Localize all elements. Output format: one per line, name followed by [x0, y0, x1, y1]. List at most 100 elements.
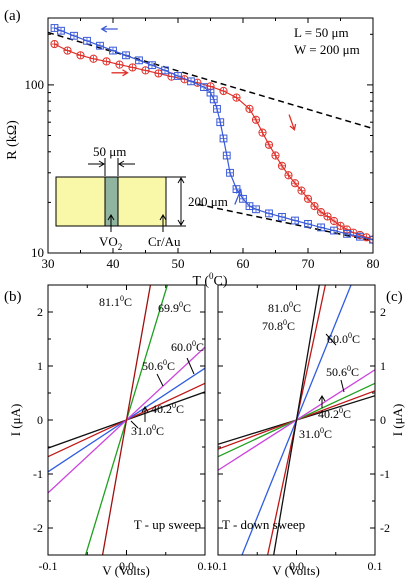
inset-right-pad: [117, 176, 167, 227]
x-tick-label: 30: [42, 256, 55, 271]
length-dimension-arrows: [88, 160, 135, 168]
resistance-point: [304, 219, 312, 228]
label-b-31.0: 31.00C: [131, 423, 164, 438]
label-b-40.2: 40.20C: [151, 401, 184, 416]
x-tick-label: 40: [107, 256, 120, 271]
resistance-point: [291, 216, 299, 225]
iv-series-line-7: [273, 285, 320, 555]
panel-a-xlabel: T (0C): [193, 271, 228, 289]
inset-label-crau: Cr/Au: [148, 234, 181, 249]
resistance-point: [216, 118, 225, 127]
resistance-point: [264, 140, 274, 149]
label-b-81.1: 81.10C: [99, 294, 132, 309]
resistance-point: [50, 24, 59, 32]
resistance-point: [57, 26, 65, 35]
inset-left-pad: [55, 176, 106, 227]
resistance-point: [297, 186, 306, 195]
resistance-point: [336, 221, 345, 230]
resistance-point: [122, 51, 130, 60]
resistance-point: [128, 63, 137, 72]
resistance-point: [245, 104, 254, 113]
resistance-point: [271, 151, 280, 160]
resistance-point: [222, 151, 231, 160]
resistance-point: [343, 229, 351, 238]
panel-a-label: (a): [4, 8, 21, 24]
resistance-point: [96, 41, 104, 50]
resistance-point: [187, 77, 195, 86]
label-b-69.9: 69.90C: [158, 300, 191, 315]
inset-label-width: 200 μm: [188, 194, 228, 209]
inset-label-vo2: VO2: [99, 234, 122, 252]
resistance-point: [148, 61, 156, 70]
panel-b-xlabel: V (Volts): [102, 563, 150, 578]
resistance-point: [219, 86, 228, 96]
panel-c-sweep-note: T - down sweep: [222, 517, 305, 532]
y-tick-label: 0: [37, 413, 43, 427]
inset-label-length: 50 μm: [93, 144, 126, 159]
panel-c-label: (c): [386, 289, 403, 305]
reference-line-1: [48, 31, 373, 130]
resistance-point: [135, 56, 143, 65]
sweep-arrow-down: [288, 114, 297, 131]
sweep-arrow-up: [234, 188, 243, 205]
resistance-point: [76, 51, 85, 60]
sweep-arrow-left: [100, 25, 118, 33]
resistance-point: [239, 194, 247, 203]
resistance-point: [232, 93, 241, 102]
y-tick-label: -2: [33, 521, 43, 535]
resistance-point: [277, 161, 287, 170]
label-b-50.6: 50.60C: [142, 358, 175, 373]
inset-device-schematic: 50 μm 200 μm VO2 Cr/Au: [55, 144, 228, 252]
y-tick-label: 1: [37, 359, 43, 373]
panel-c-ylabel: I (μA): [390, 404, 405, 437]
y-tick-label: -1: [380, 467, 390, 481]
resistance-point: [330, 226, 338, 235]
resistance-point: [252, 205, 260, 214]
panel-c-xlabel: V (Volts): [272, 563, 320, 578]
x-tick-label: 50: [172, 256, 185, 271]
resistance-point: [102, 57, 111, 66]
resistance-point: [83, 36, 91, 45]
resistance-point: [226, 168, 234, 177]
resistance-point: [89, 54, 98, 63]
resistance-point: [303, 194, 313, 203]
resistance-point: [310, 202, 319, 211]
y-tick-label: 0: [380, 413, 386, 427]
x-tick-label: 0.0: [119, 559, 134, 573]
label-c-50.6: 50.60C: [326, 364, 359, 379]
resistance-point: [141, 66, 150, 75]
resistance-point: [251, 115, 261, 124]
resistance-point: [154, 69, 163, 78]
resistance-point: [213, 104, 221, 113]
resistance-point: [219, 134, 228, 143]
resistance-point: [278, 212, 286, 221]
resistance-point: [369, 235, 373, 244]
vo2-pointer-arrow: [107, 214, 115, 232]
y-tick-label: 100: [25, 77, 45, 92]
y-tick-label: -1: [33, 467, 43, 481]
resistance-point: [323, 212, 332, 221]
label-c-31.0: 31.00C: [299, 426, 332, 441]
x-tick-label: 0.1: [368, 559, 383, 573]
panel-b-ylabel: I (μA): [8, 404, 23, 437]
resistance-point: [115, 60, 124, 69]
resistance-point: [161, 66, 169, 75]
y-tick-label: 2: [380, 305, 386, 319]
y-tick-label: -2: [380, 521, 390, 535]
x-tick-label: 60: [237, 256, 250, 271]
resistance-point: [206, 88, 215, 97]
x-tick-label: 0.0: [289, 559, 304, 573]
panel-b-label: (b): [4, 289, 22, 305]
label-c-81.0: 81.00C: [268, 300, 301, 315]
resistance-point: [209, 95, 218, 104]
label-b-60.0: 60.00C: [171, 339, 204, 354]
x-tick-label: 80: [367, 256, 380, 271]
crau-pointer-arrow: [159, 214, 167, 232]
x-tick-label: 0.1: [198, 559, 213, 573]
resistance-point: [200, 83, 208, 92]
resistance-point: [258, 128, 267, 137]
panel-a-temperature-resistance: (a) 30 40 50 60 70 80 10 100 L = 50 μm W = 200 …: [4, 8, 380, 289]
label-c-40.2: 40.20C: [318, 406, 351, 421]
y-tick-label: 10: [31, 245, 44, 260]
